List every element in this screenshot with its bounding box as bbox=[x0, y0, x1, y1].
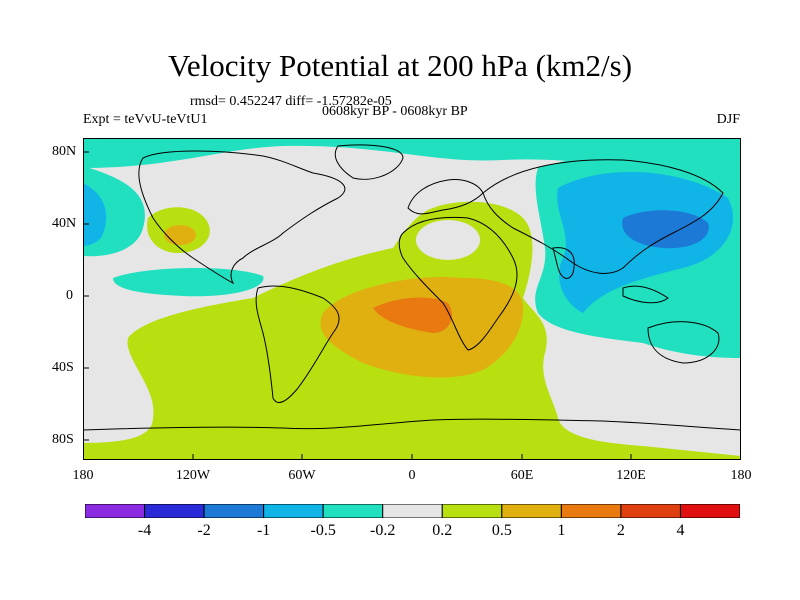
colorbar bbox=[85, 504, 740, 518]
colorbar-cell bbox=[679, 504, 740, 518]
lon-label-0: 0 bbox=[408, 468, 416, 483]
colorbar-tick-label: -0.2 bbox=[370, 522, 396, 539]
east-pacific-negative-band bbox=[113, 267, 264, 297]
experiment-label: Expt = teVvU-teVtU1 bbox=[83, 112, 208, 127]
velocity-potential-map bbox=[83, 138, 741, 460]
coastlines bbox=[83, 144, 741, 431]
mexico-positive-core bbox=[164, 225, 196, 245]
colorbar-tick-label: 2 bbox=[616, 522, 625, 539]
lat-label-80n: 80N bbox=[52, 144, 77, 159]
colorbar-tick-label: 1 bbox=[557, 522, 566, 539]
colorbar-tick-label: 4 bbox=[676, 522, 685, 539]
lon-label-180w: 180 bbox=[72, 468, 94, 483]
lon-label-180e: 180 bbox=[730, 468, 752, 483]
colorbar-cell bbox=[382, 504, 443, 518]
colorbar-cell bbox=[620, 504, 681, 518]
lon-label-120e: 120E bbox=[616, 468, 646, 483]
lon-label-60e: 60E bbox=[510, 468, 534, 483]
arctic-negative-region bbox=[83, 138, 741, 178]
colorbar-tick-label: -0.5 bbox=[310, 522, 336, 539]
stats-text: rmsd= 0.452247 diff= -1.57282e-05 bbox=[190, 94, 392, 109]
colorbar-cell bbox=[322, 504, 384, 518]
colorbar-tick-label: -2 bbox=[197, 522, 211, 539]
colorbar-cell bbox=[501, 504, 562, 518]
colorbar-tick-label: 0.2 bbox=[432, 522, 453, 539]
season-label: DJF bbox=[716, 112, 740, 127]
colorbar-cell bbox=[85, 504, 146, 518]
lat-label-equator: 0 bbox=[66, 288, 73, 303]
colorbar-cell bbox=[144, 504, 205, 518]
lon-label-60w: 60W bbox=[288, 468, 316, 483]
west-negative-core bbox=[83, 183, 107, 246]
colorbar-cell bbox=[441, 504, 503, 518]
colorbar-cell bbox=[560, 504, 622, 518]
colorbar-cell bbox=[263, 504, 324, 518]
period-label: 0608kyr BP - 0608kyr BP bbox=[322, 104, 468, 119]
lat-label-40n: 40N bbox=[52, 216, 77, 231]
map-ticks bbox=[83, 151, 632, 460]
lat-label-40s: 40S bbox=[52, 360, 74, 375]
west-pacific-negative-core bbox=[622, 210, 709, 249]
colorbar-tick-label: -4 bbox=[137, 522, 152, 539]
north-africa-neutral-patch bbox=[416, 220, 480, 260]
colorbar-tick-label: -1 bbox=[256, 522, 271, 539]
map-title: Velocity Potential at 200 hPa (km2/s) bbox=[167, 48, 633, 83]
lat-label-80s: 80S bbox=[52, 432, 74, 447]
colorbar-tick-label: 0.5 bbox=[491, 522, 512, 539]
colorbar-cell bbox=[203, 504, 265, 518]
lon-label-120w: 120W bbox=[175, 468, 211, 483]
atlantic-positive-core bbox=[373, 297, 453, 333]
